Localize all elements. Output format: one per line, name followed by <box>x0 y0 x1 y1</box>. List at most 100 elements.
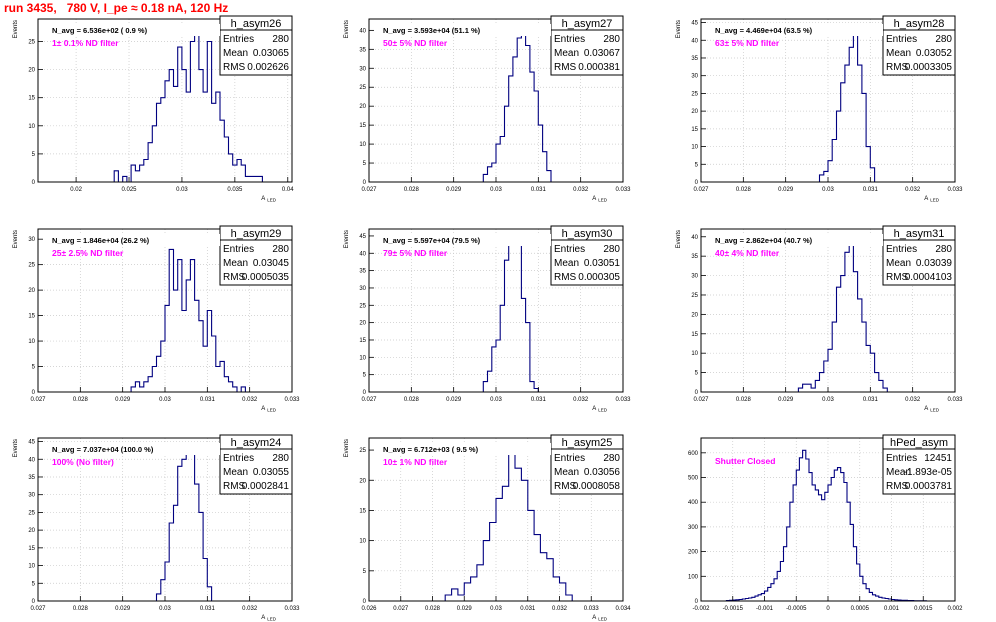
y-tick-label: 15 <box>28 314 35 320</box>
stats-value: 0.002626 <box>247 62 289 73</box>
y-tick-label: 30 <box>28 493 35 499</box>
histogram-series <box>110 29 271 183</box>
stats-value: 0.0002841 <box>242 481 290 492</box>
stats-label: RMS <box>886 62 909 73</box>
x-tick-label: 0.04 <box>282 187 294 193</box>
stats-label: Mean <box>886 48 911 59</box>
stats-label: Mean <box>554 258 579 269</box>
n-avg-box <box>707 234 883 246</box>
y-tick-label: 25 <box>359 85 366 91</box>
x-tick-label: 0.0005 <box>851 606 870 612</box>
y-tick-label: 30 <box>359 286 366 292</box>
x-tick-label: 0.033 <box>584 606 600 612</box>
x-tick-label: 0.029 <box>778 187 794 193</box>
filter-label: Shutter Closed <box>715 456 775 466</box>
x-tick-label: 0.028 <box>404 187 420 193</box>
y-tick-label: 5 <box>363 373 367 379</box>
stats-label: Entries <box>223 34 254 45</box>
y-tick-label: 25 <box>359 448 366 454</box>
y-tick-label: 400 <box>688 500 699 506</box>
stats-box <box>550 15 624 76</box>
y-tick-label: 0 <box>32 390 36 396</box>
y-tick-label: 600 <box>688 451 699 457</box>
x-tick-label: 0.031 <box>863 187 879 193</box>
y-tick-label: 10 <box>359 539 366 545</box>
x-tick-label: 0.035 <box>227 187 243 193</box>
y-tick-label: 10 <box>359 355 366 361</box>
y-tick-label: 20 <box>359 478 366 484</box>
y-tick-label: 10 <box>28 124 35 130</box>
stats-value: 0.0008058 <box>573 481 621 492</box>
y-tick-label: 45 <box>691 21 698 27</box>
n-avg-box <box>44 24 220 36</box>
histogram-panel-h_asym25: 0.026 0.027 0.028 0.029 0.03 0.031 0.032 0.033 0… <box>344 434 631 622</box>
x-tick-label: 0.029 <box>115 606 131 612</box>
stats-box <box>882 15 956 76</box>
x-tick-label: 0.033 <box>284 397 300 403</box>
x-tick-label: 0.033 <box>947 187 963 193</box>
x-tick-label: 0.031 <box>531 397 547 403</box>
x-tick-label: 0.027 <box>361 397 377 403</box>
stats-box <box>219 225 293 286</box>
x-tick-label: 0.031 <box>200 397 216 403</box>
filter-label: 50± 5% ND filter <box>383 38 448 48</box>
y-tick-label: 0 <box>695 390 699 396</box>
x-tick-label: 0.03 <box>490 397 502 403</box>
x-tick-label: 0.03 <box>159 606 171 612</box>
y-tick-label: 200 <box>688 550 699 556</box>
stats-histogram-name: h_asym31 <box>894 228 945 240</box>
stats-box <box>550 434 624 495</box>
stats-value: 0.03052 <box>916 48 953 59</box>
y-axis-title: Events <box>344 439 350 457</box>
y-axis-title: Events <box>676 20 682 38</box>
y-tick-label: 20 <box>28 68 35 74</box>
stats-label: Mean <box>223 258 248 269</box>
stats-value: 0.000381 <box>578 62 620 73</box>
x-tick-label: 0.03 <box>822 397 834 403</box>
y-tick-label: 40 <box>359 251 366 257</box>
y-tick-label: 0 <box>363 180 367 186</box>
stats-label: Mean <box>223 48 248 59</box>
n-avg-label: N_avg = 3.593e+04 (51.1 %) <box>383 26 481 35</box>
y-tick-label: 35 <box>691 56 698 62</box>
histogram-panel-h_asym26: 0.02 0.025 0.03 0.035 0.04 0 5 10 15 20 25 Events A L… <box>13 15 294 203</box>
stats-label: RMS <box>554 481 577 492</box>
y-tick-label: 20 <box>28 288 35 294</box>
x-axis-title: A LED <box>592 406 608 413</box>
x-tick-label: 0.028 <box>73 397 89 403</box>
y-tick-label: 25 <box>28 39 35 45</box>
stats-label: Entries <box>886 34 917 45</box>
stats-value: 0.000305 <box>578 272 620 283</box>
histogram-panel-h_asym31: 0.027 0.028 0.029 0.03 0.031 0.032 0.033 0 5 10 15… <box>676 225 963 413</box>
y-tick-label: 30 <box>359 66 366 72</box>
stats-value: 280 <box>603 244 620 255</box>
x-tick-label: 0.032 <box>573 187 589 193</box>
x-tick-label: 0.031 <box>531 187 547 193</box>
stats-value: 0.03067 <box>584 48 621 59</box>
y-tick-label: 0 <box>363 390 367 396</box>
x-tick-label: 0.032 <box>905 187 921 193</box>
stats-label: RMS <box>223 272 246 283</box>
x-tick-label: 0.026 <box>361 606 377 612</box>
stats-value: 0.03039 <box>916 258 953 269</box>
x-axis-title: A LED <box>261 615 277 622</box>
y-tick-label: 15 <box>691 332 698 338</box>
stats-histogram-name: h_asym25 <box>562 437 613 449</box>
stats-label: Entries <box>223 244 254 255</box>
x-tick-label: 0.033 <box>284 606 300 612</box>
n-avg-label: N_avg = 5.597e+04 (79.5 %) <box>383 236 481 245</box>
y-tick-label: 10 <box>28 339 35 345</box>
histogram-series <box>725 449 930 602</box>
x-axis-title: A LED <box>924 196 940 203</box>
x-tick-label: 0.03 <box>822 187 834 193</box>
y-tick-label: 20 <box>691 312 698 318</box>
y-tick-label: 30 <box>28 237 35 243</box>
stats-histogram-name: h_asym24 <box>231 437 282 449</box>
y-tick-label: 15 <box>28 546 35 552</box>
histogram-series <box>155 444 213 601</box>
stats-value: 0.0004103 <box>905 272 953 283</box>
y-tick-label: 15 <box>28 96 35 102</box>
stats-value: 0.03056 <box>584 467 621 478</box>
stats-label: Entries <box>886 453 917 464</box>
x-tick-label: 0.029 <box>446 187 462 193</box>
